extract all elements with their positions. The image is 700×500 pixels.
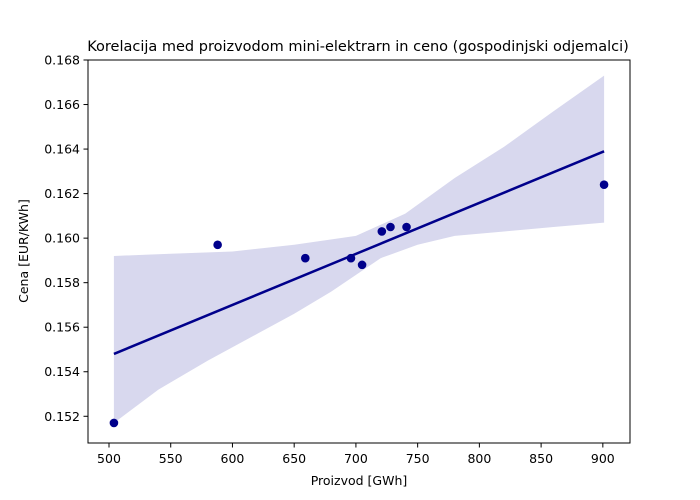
data-point-0 bbox=[109, 418, 119, 428]
plot-area bbox=[109, 75, 609, 428]
data-point-7 bbox=[402, 222, 411, 232]
y-tick-label: 0.152 bbox=[44, 409, 80, 424]
y-tick-label: 0.156 bbox=[44, 320, 80, 335]
confidence-band bbox=[113, 75, 605, 423]
x-tick-label: 600 bbox=[221, 451, 245, 466]
y-tick-label: 0.162 bbox=[44, 186, 80, 201]
x-tick-label: 550 bbox=[159, 451, 183, 466]
data-point-1 bbox=[213, 240, 222, 250]
y-axis-ticks: 0.152 0.154 0.156 0.158 0.160 0.162 0.164 0.166… bbox=[44, 53, 88, 424]
data-point-4 bbox=[357, 260, 367, 270]
y-tick-label: 0.164 bbox=[44, 142, 80, 157]
data-point-5 bbox=[377, 227, 387, 236]
chart-title: Korelacija med proizvodom mini-elektrarn… bbox=[87, 39, 629, 55]
x-tick-label: 800 bbox=[467, 451, 491, 466]
axes-frame bbox=[87, 59, 631, 444]
y-tick-label: 0.158 bbox=[44, 275, 80, 290]
x-axis-ticks: 500 550 600 650 700 750 800 850 900 bbox=[97, 443, 615, 466]
y-tick-label: 0.160 bbox=[44, 231, 80, 246]
x-axis-label: Proizvod [GWh] bbox=[311, 473, 408, 488]
data-point-3 bbox=[346, 253, 356, 263]
y-tick-label: 0.154 bbox=[44, 364, 80, 379]
y-tick-label: 0.168 bbox=[44, 53, 80, 68]
scatter-points bbox=[109, 180, 609, 428]
x-tick-label: 500 bbox=[97, 451, 121, 466]
x-tick-label: 750 bbox=[406, 451, 430, 466]
data-point-8 bbox=[599, 180, 609, 189]
x-tick-label: 700 bbox=[344, 451, 368, 466]
x-tick-label: 900 bbox=[591, 451, 615, 466]
y-tick-label: 0.166 bbox=[44, 97, 80, 112]
x-tick-label: 850 bbox=[529, 451, 553, 466]
data-point-6 bbox=[386, 222, 395, 232]
regression-line bbox=[113, 150, 605, 356]
x-tick-label: 650 bbox=[282, 451, 306, 466]
data-point-2 bbox=[300, 253, 310, 263]
y-axis-label: Cena [EUR/KWh] bbox=[16, 199, 31, 303]
